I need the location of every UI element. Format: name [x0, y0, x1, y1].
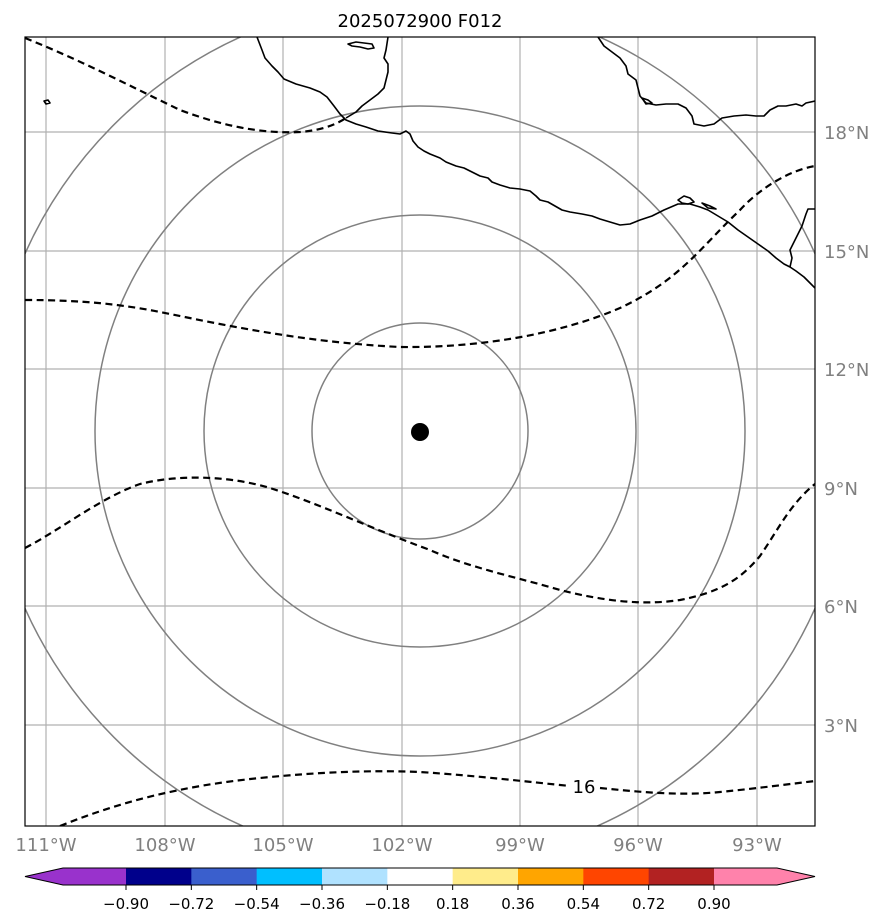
- map-title: 2025072900 F012: [338, 11, 503, 32]
- colorbar-tick-label: −0.72: [168, 895, 214, 913]
- coastline: [43, 37, 815, 289]
- map-border: [24, 36, 816, 827]
- colorbar-outline: [24, 867, 816, 886]
- colorbar-tick-label: −0.18: [364, 895, 410, 913]
- colorbar-segment: [452, 868, 519, 885]
- island-2: [43, 99, 51, 105]
- island-3: [677, 195, 695, 205]
- contour-line-1: [25, 37, 347, 134]
- colorbar-tick-label: −0.36: [299, 895, 345, 913]
- colorbar-segment: [25, 868, 126, 885]
- colorbar-ticks: [125, 885, 715, 890]
- coastline-baja-tip: [345, 37, 389, 119]
- colorbar-tick-label: 0.90: [697, 895, 730, 913]
- storm-center-marker: [411, 423, 429, 441]
- colorbar-segment: [714, 868, 815, 885]
- colorbar-segments: [24, 867, 816, 886]
- lat-label: 12°N: [824, 360, 869, 381]
- coastline-guatemala: [789, 208, 815, 268]
- map-area: 16: [25, 37, 815, 826]
- colorbar-tick-label: 0.18: [436, 895, 469, 913]
- range-rings: [25, 37, 815, 826]
- island-5: [701, 202, 717, 210]
- latitude-labels: 18°N 15°N 12°N 9°N 6°N 3°N: [824, 123, 869, 737]
- gridlines: [25, 37, 815, 826]
- coastline-mexico-pacific: [256, 37, 815, 289]
- contour-line-4b: [599, 779, 815, 795]
- lon-label: 105°W: [252, 835, 313, 856]
- range-ring-2: [203, 214, 637, 648]
- colorbar-segment: [648, 868, 715, 885]
- lat-label: 9°N: [824, 479, 858, 500]
- lon-label: 102°W: [371, 835, 432, 856]
- colorbar-segment: [191, 868, 258, 885]
- contour-line-4: [59, 770, 571, 826]
- lon-label: 111°W: [15, 835, 76, 856]
- colorbar-segment: [322, 868, 388, 885]
- range-ring-1: [311, 322, 529, 540]
- colorbar-tick-label: −0.54: [234, 895, 280, 913]
- lat-label: 3°N: [824, 716, 858, 737]
- colorbar-labels: −0.90 −0.72 −0.54 −0.36 −0.18 0.18 0.36 0.54 0.7…: [103, 895, 731, 913]
- colorbar-tick-label: 0.36: [501, 895, 534, 913]
- contour-label: 16: [573, 777, 596, 798]
- colorbar-segment: [583, 868, 650, 885]
- colorbar-segment: [518, 868, 584, 885]
- island-1: [347, 41, 375, 50]
- lat-label: 6°N: [824, 597, 858, 618]
- contour-line-3: [25, 476, 815, 604]
- lat-label: 15°N: [824, 242, 869, 263]
- island-4: [641, 97, 653, 105]
- contour-lines: [25, 37, 815, 826]
- colorbar-segment: [126, 868, 192, 885]
- lon-label: 96°W: [613, 835, 663, 856]
- range-ring-3: [94, 105, 746, 757]
- colorbar: −0.90 −0.72 −0.54 −0.36 −0.18 0.18 0.36 0.54 0.7…: [24, 867, 816, 913]
- colorbar-segment: [256, 868, 323, 885]
- colorbar-tick-label: −0.90: [103, 895, 149, 913]
- coastline-yucatan: [597, 37, 815, 127]
- colorbar-segment: [387, 868, 454, 885]
- colorbar-tick-label: 0.72: [632, 895, 665, 913]
- lon-label: 108°W: [134, 835, 195, 856]
- colorbar-tick-label: 0.54: [567, 895, 600, 913]
- lon-label: 93°W: [732, 835, 782, 856]
- contour-line-2: [25, 164, 815, 349]
- longitude-labels: 111°W 108°W 105°W 102°W 99°W 96°W 93°W: [15, 835, 782, 856]
- lat-label: 18°N: [824, 123, 869, 144]
- lon-label: 99°W: [495, 835, 545, 856]
